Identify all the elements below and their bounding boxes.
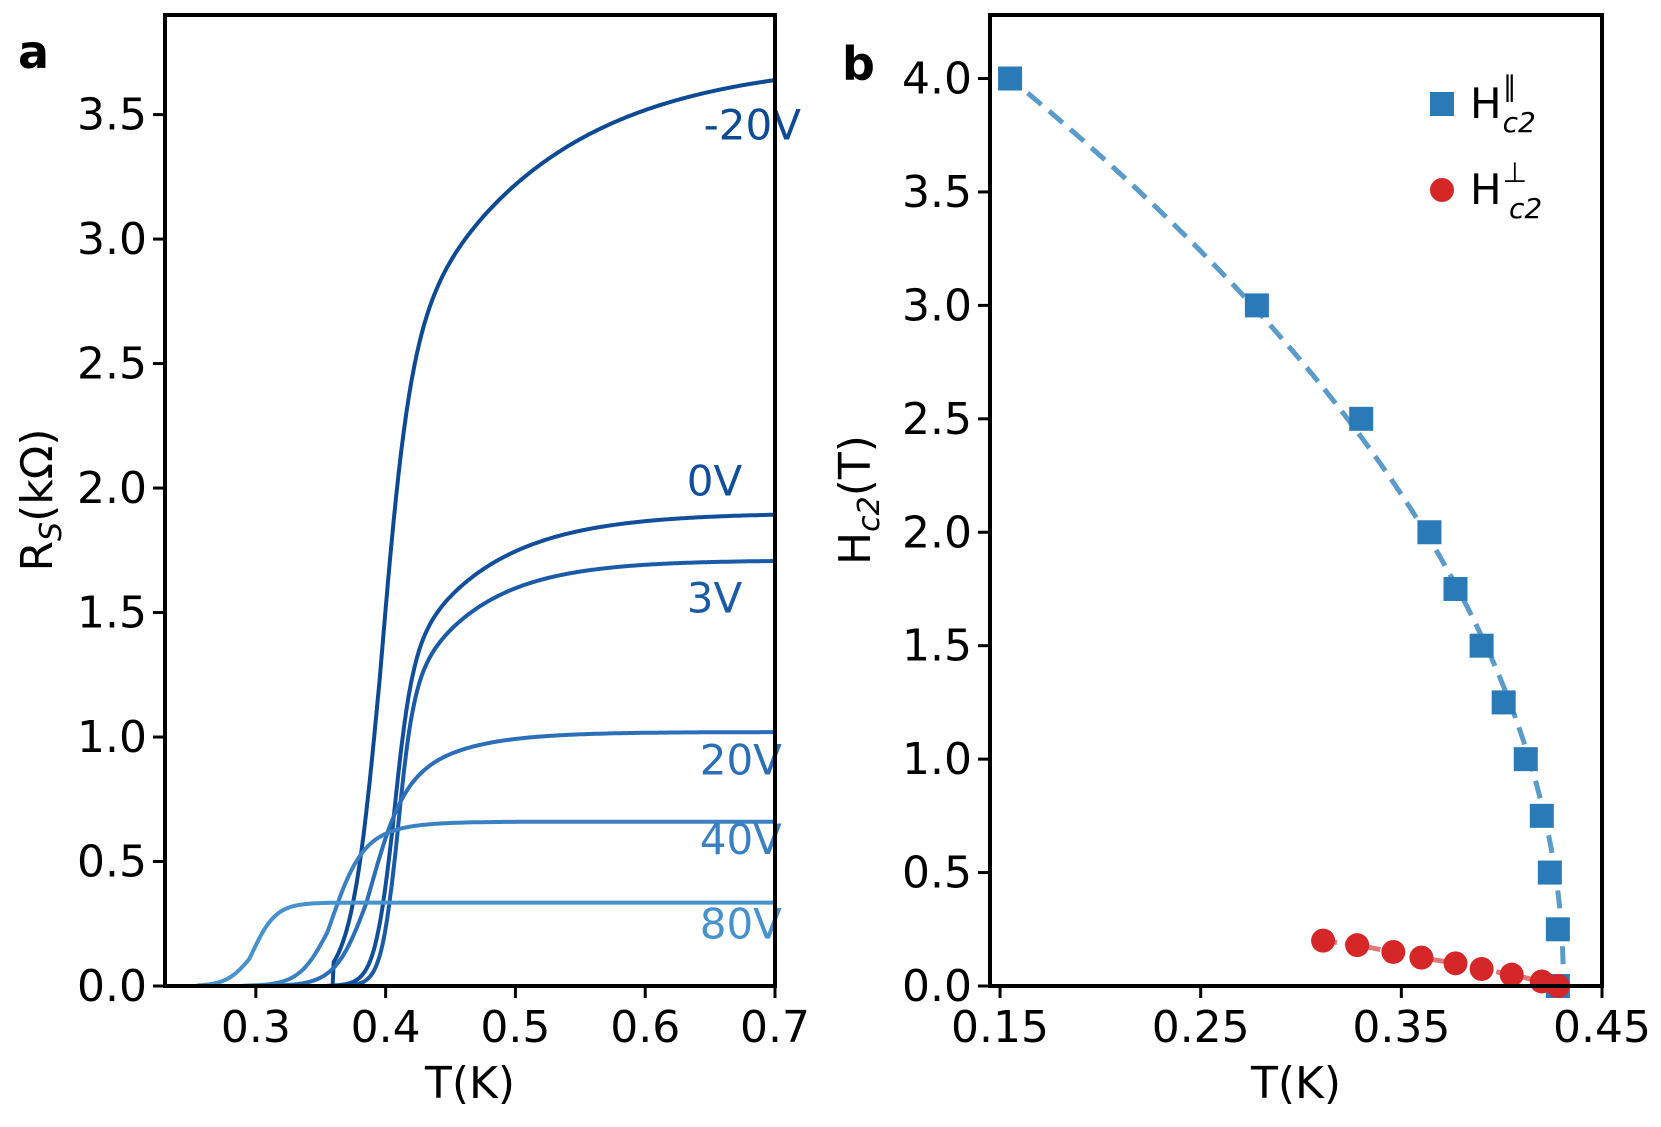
panel-a-y-tick-label: 0.0 bbox=[77, 961, 147, 1012]
panel-a-y-tick-label: 3.0 bbox=[77, 214, 147, 265]
panel-b-y-tick-label: 4.0 bbox=[902, 54, 972, 105]
panel-a-curve-label: 20V bbox=[700, 735, 782, 784]
legend-perpendicular-label: H⊥ c2 bbox=[1470, 156, 1542, 225]
panel-b-x-tick-label: 0.15 bbox=[951, 1002, 1049, 1053]
panel-a-curve-label: -20V bbox=[704, 100, 802, 149]
panel-b-xlabel: T(K) bbox=[1250, 1058, 1341, 1109]
point-perpendicular bbox=[1345, 933, 1370, 958]
panel-b-y-tick-label: 1.0 bbox=[902, 734, 972, 785]
panel-b: 0.15 0.25 0.35 0.45 0.0 0.5 1.0 1.5 2.0 2.5 3.0 3.… bbox=[830, 13, 1651, 1109]
panel-b-x-tick-label: 0.35 bbox=[1352, 1002, 1450, 1053]
point-perpendicular bbox=[1311, 928, 1336, 953]
point-perpendicular bbox=[1443, 951, 1468, 976]
panel-b-y-tick-label: 0.0 bbox=[902, 961, 972, 1012]
panel-b-y-tick-label: 2.0 bbox=[902, 507, 972, 558]
panel-a-curve--20V bbox=[197, 78, 776, 988]
point-parallel bbox=[1545, 917, 1570, 942]
point-perpendicular bbox=[1381, 939, 1406, 964]
panel-b-frame bbox=[988, 13, 1604, 988]
panel-a-y-tick-label: 2.0 bbox=[77, 463, 147, 514]
panel-b-y-tick-label: 2.5 bbox=[902, 394, 972, 445]
panel-a-label: a bbox=[18, 25, 49, 79]
panel-a-curve-80V bbox=[196, 900, 775, 988]
panel-b-y-ticks: 0.0 0.5 1.0 1.5 2.0 2.5 3.0 3.5 4.0 bbox=[902, 54, 990, 1012]
panel-b-x-ticks: 0.15 0.25 0.35 0.45 bbox=[951, 986, 1651, 1053]
point-parallel bbox=[1417, 520, 1442, 545]
legend-parallel-label: H∥ c2 bbox=[1470, 70, 1536, 139]
panel-a-curve-label: 40V bbox=[700, 815, 782, 864]
panel-a-y-ticks: 0.0 0.5 1.0 1.5 2.0 2.5 3.0 3.5 bbox=[77, 90, 165, 1012]
panel-a-x-ticks: 0.3 0.4 0.5 0.6 0.7 bbox=[221, 986, 810, 1053]
point-perpendicular bbox=[1499, 962, 1524, 987]
point-parallel bbox=[998, 66, 1023, 91]
panel-a-y-tick-label: 1.5 bbox=[77, 588, 147, 639]
panel-b-points bbox=[998, 66, 1570, 998]
point-parallel bbox=[1244, 293, 1269, 318]
point-perpendicular bbox=[1469, 956, 1494, 981]
panel-a-curve-label: 3V bbox=[687, 574, 743, 623]
panel-a-ylabel: RS(kΩ) bbox=[12, 428, 69, 571]
panel-b-y-tick-label: 0.5 bbox=[902, 848, 972, 899]
point-parallel bbox=[1349, 406, 1374, 431]
panel-a-curve-labels: -20V 0V 3V 20V 40V 80V bbox=[687, 100, 801, 948]
panel-a-x-tick-label: 0.7 bbox=[740, 1002, 810, 1053]
panel-b-y-tick-label: 3.0 bbox=[902, 280, 972, 331]
panel-a-y-tick-label: 3.5 bbox=[77, 90, 147, 141]
point-parallel bbox=[1443, 576, 1468, 601]
panel-a-x-tick-label: 0.6 bbox=[610, 1002, 680, 1053]
legend-perpendicular-marker bbox=[1430, 178, 1454, 202]
panel-b-x-tick-label: 0.25 bbox=[1152, 1002, 1250, 1053]
fit-line-parallel bbox=[1004, 73, 1567, 987]
panel-a-curve-40V bbox=[197, 819, 775, 988]
point-parallel bbox=[1513, 747, 1538, 772]
panel-a-x-tick-label: 0.3 bbox=[221, 1002, 291, 1053]
panel-a-curve-label: 0V bbox=[687, 457, 743, 506]
point-parallel bbox=[1537, 860, 1562, 885]
panel-a-y-tick-label: 0.5 bbox=[77, 837, 147, 888]
panel-a-curve-label: 80V bbox=[700, 900, 782, 949]
panel-a-x-tick-label: 0.4 bbox=[351, 1002, 421, 1053]
panel-a-series bbox=[196, 78, 776, 988]
panel-a-y-tick-label: 2.5 bbox=[77, 339, 147, 390]
panel-b-label: b bbox=[842, 37, 875, 91]
panel-b-y-tick-label: 3.5 bbox=[902, 167, 972, 218]
panel-a-frame bbox=[163, 13, 777, 988]
panel-a-x-tick-label: 0.5 bbox=[480, 1002, 550, 1053]
panel-a: 0.3 0.4 0.5 0.6 0.7 0.0 0.5 1.0 1.5 2.0 2.5 3.0 3.5… bbox=[12, 13, 810, 1109]
point-perpendicular bbox=[1409, 945, 1434, 970]
point-parallel bbox=[1529, 803, 1554, 828]
panel-a-y-tick-label: 1.0 bbox=[77, 712, 147, 763]
point-parallel bbox=[1469, 633, 1494, 658]
panel-a-xlabel: T(K) bbox=[424, 1058, 515, 1109]
panel-b-legend: H∥ c2 H⊥ c2 bbox=[1430, 70, 1542, 225]
panel-b-ylabel: Hc2(T) bbox=[830, 435, 887, 565]
legend-parallel-marker bbox=[1430, 92, 1454, 116]
panel-a-curve-20V bbox=[197, 730, 775, 988]
point-parallel bbox=[1491, 690, 1516, 715]
panel-b-y-tick-label: 1.5 bbox=[902, 621, 972, 672]
panel-a-curve-3V bbox=[197, 559, 775, 988]
panel-b-x-tick-label: 0.45 bbox=[1553, 1002, 1651, 1053]
